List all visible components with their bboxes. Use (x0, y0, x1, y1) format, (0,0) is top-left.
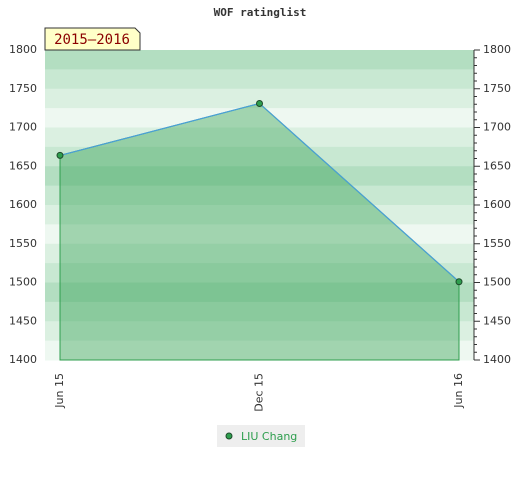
background-stripe (45, 166, 474, 187)
y2-tick-label: 1650 (483, 159, 511, 172)
y-tick-label: 1550 (9, 237, 37, 250)
background-stripe (45, 185, 474, 206)
point (256, 99, 263, 107)
y2-tick-label: 1800 (483, 43, 511, 56)
y2-tick-label: 1450 (483, 314, 511, 327)
y2-tick-label: 1400 (483, 353, 511, 366)
background-stripe (45, 321, 474, 342)
background-stripe (45, 301, 474, 322)
y2-tick-label: 1750 (483, 82, 511, 95)
background-stripe (45, 108, 474, 128)
x-tick-label: Jun 16 (452, 373, 465, 409)
annotation-box (44, 27, 141, 51)
background-stripe (45, 50, 474, 70)
legend-marker (225, 432, 233, 440)
chart-title: WOF ratinglist (214, 6, 307, 19)
y-tick-label: 1650 (9, 159, 37, 172)
point (56, 151, 64, 159)
background-stripe (45, 127, 474, 148)
background-stripe (45, 263, 474, 283)
y-tick-label: 1450 (9, 314, 37, 327)
legend (217, 425, 305, 447)
y2-tick-label: 1550 (483, 237, 511, 250)
plot-background (45, 50, 474, 361)
y2-tick-label: 1700 (483, 121, 511, 134)
y2-tick-label: 1600 (483, 198, 511, 211)
annotation: 2015–2016 (54, 32, 130, 48)
background-stripe (45, 205, 474, 225)
x-tick-label: Dec 15 (253, 373, 266, 412)
x-tick-label: Jun 15 (53, 373, 66, 409)
y2-tick-label: 1500 (483, 276, 511, 289)
background-stripe (45, 69, 474, 90)
point (455, 278, 463, 286)
y-tick-label: 1700 (9, 121, 37, 134)
background-stripe (45, 282, 474, 303)
background-stripe (45, 146, 474, 167)
background-stripe (45, 88, 474, 109)
y-tick-label: 1750 (9, 82, 37, 95)
background-stripe (45, 224, 474, 245)
legend-label: LIU Chang (241, 430, 297, 443)
background-stripe (45, 340, 474, 361)
y-tick-label: 1600 (9, 198, 37, 211)
y-tick-label: 1800 (9, 43, 37, 56)
y-tick-label: 1500 (9, 276, 37, 289)
plot (56, 99, 463, 361)
background-stripe (45, 243, 474, 264)
y-tick-label: 1400 (9, 353, 37, 366)
